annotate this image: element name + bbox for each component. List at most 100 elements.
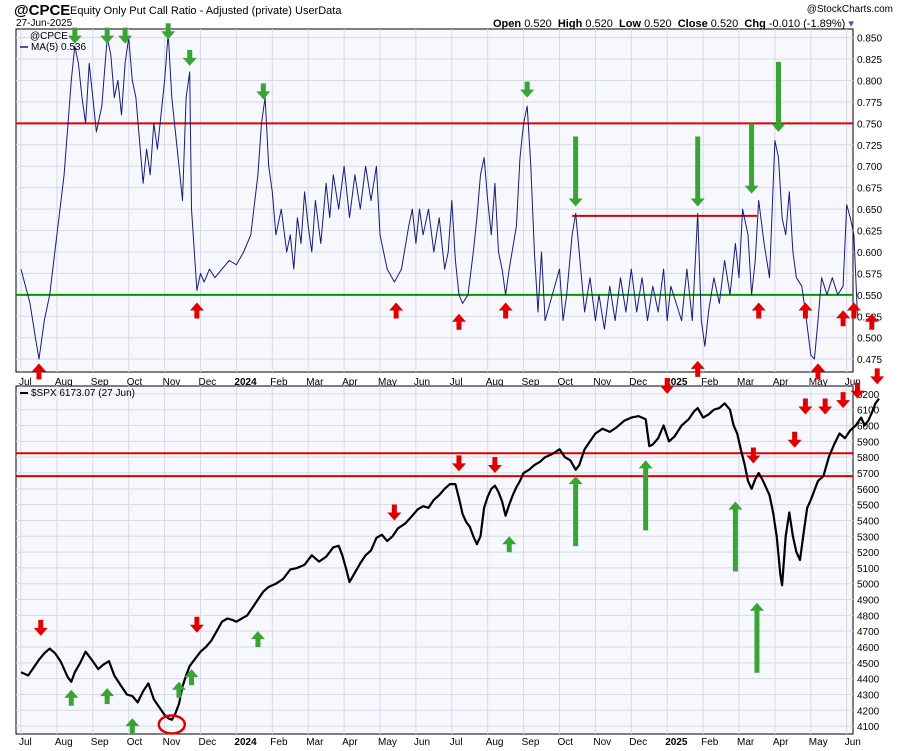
legend-entry: @CPCE — [30, 31, 68, 42]
green-down-arrow — [161, 23, 176, 40]
red-down-arrow — [836, 392, 851, 409]
x-tick-label: 2025 — [665, 377, 688, 388]
red-up-arrow — [836, 310, 851, 327]
red-up-arrow — [864, 313, 879, 330]
y-tick-label: 0.700 — [857, 162, 882, 173]
chg-label: Chg — [744, 18, 766, 30]
chevron-down-icon[interactable]: ▾ — [848, 18, 854, 30]
high-value: 0.520 — [585, 18, 613, 30]
low-value: 0.520 — [644, 18, 672, 30]
y-tick-label: 4800 — [857, 611, 880, 622]
red-down-arrow — [451, 455, 466, 472]
series-line — [20, 398, 880, 721]
green-down-arrow — [771, 61, 786, 132]
red-up-arrow — [31, 363, 46, 380]
y-tick-label: 0.725 — [857, 141, 882, 152]
close-value: 0.520 — [710, 18, 739, 30]
x-tick-label: Sep — [91, 737, 109, 748]
red-down-arrow — [189, 616, 204, 633]
red-up-arrow — [389, 302, 404, 319]
green-up-arrow — [100, 688, 115, 705]
y-tick-label: 0.850 — [857, 34, 882, 45]
y-tick-label: 4300 — [857, 690, 880, 701]
y-tick-label: 0.550 — [857, 291, 882, 302]
x-tick-label: Aug — [486, 377, 504, 388]
y-tick-label: 4500 — [857, 659, 880, 670]
red-up-arrow — [798, 302, 813, 319]
green-up-arrow — [638, 460, 653, 531]
y-tick-label: 0.675 — [857, 184, 882, 195]
x-tick-label: May — [809, 377, 828, 388]
x-tick-label: Jul — [19, 737, 32, 748]
x-tick-label: Oct — [127, 377, 143, 388]
y-tick-label: 6000 — [857, 422, 880, 433]
y-tick-label: 5200 — [857, 548, 880, 559]
x-tick-label: Oct — [558, 737, 574, 748]
x-tick-label: Feb — [270, 737, 288, 748]
chart-description: Equity Only Put Call Ratio - Adjusted (p… — [70, 5, 341, 17]
x-tick-label: May — [378, 737, 397, 748]
y-tick-label: 5400 — [857, 516, 880, 527]
y-tick-label: 5500 — [857, 501, 880, 512]
x-tick-label: Mar — [737, 737, 755, 748]
red-down-arrow — [746, 447, 761, 464]
y-tick-label: 4700 — [857, 627, 880, 638]
green-down-arrow — [256, 83, 271, 100]
panel-spx: 4100 4200 4300 4400 4500 4600 4700 4800 4900 5000… — [15, 368, 885, 748]
y-tick-label: 4600 — [857, 643, 880, 654]
red-down-arrow — [798, 398, 813, 415]
green-up-arrow — [749, 602, 764, 673]
chg-value: -0.010 (-1.89%) — [768, 18, 846, 30]
high-label: High — [557, 18, 583, 30]
green-up-arrow — [502, 536, 517, 553]
low-label: Low — [619, 18, 642, 30]
series-line — [20, 32, 858, 360]
y-tick-label: 0.500 — [857, 334, 882, 345]
green-up-arrow — [64, 689, 79, 706]
green-up-arrow — [250, 631, 265, 648]
x-tick-label: May — [378, 377, 397, 388]
green-up-arrow — [728, 501, 743, 572]
legend-entry: MA(5) 0.536 — [31, 42, 86, 53]
x-tick-label: Apr — [342, 377, 358, 388]
watermark: @StockCharts.com — [806, 4, 893, 15]
y-tick-label: 0.750 — [857, 119, 882, 130]
x-tick-label: Jun — [414, 377, 430, 388]
x-tick-label: Sep — [522, 737, 540, 748]
x-tick-label: Nov — [593, 377, 611, 388]
x-tick-label: Nov — [593, 737, 611, 748]
red-down-arrow — [660, 377, 675, 394]
symbol-title: @CPCE — [14, 2, 71, 19]
green-down-arrow — [100, 27, 115, 44]
x-tick-label: Dec — [199, 377, 217, 388]
red-up-arrow — [751, 302, 766, 319]
panel-cpce: 0.4750.5000.5250.5500.5750.6000.6250.650… — [15, 23, 882, 388]
x-tick-label: Dec — [199, 737, 217, 748]
y-tick-label: 5700 — [857, 469, 880, 480]
y-tick-label: 5100 — [857, 564, 880, 575]
red-up-arrow — [189, 302, 204, 319]
y-tick-label: 0.475 — [857, 355, 882, 366]
x-tick-label: Jun — [845, 737, 861, 748]
y-tick-label: 6100 — [857, 406, 880, 417]
x-tick-label: 2024 — [234, 737, 257, 748]
legend-entry: $SPX 6173.07 (27 Jun) — [31, 388, 135, 399]
red-down-arrow — [387, 504, 402, 521]
close-label: Close — [677, 18, 708, 30]
x-tick-label: Oct — [558, 377, 574, 388]
x-tick-label: Apr — [773, 377, 789, 388]
x-tick-label: Dec — [629, 737, 647, 748]
x-tick-label: Mar — [737, 377, 755, 388]
x-tick-label: 2025 — [665, 737, 688, 748]
y-tick-label: 4400 — [857, 675, 880, 686]
plot-area — [15, 385, 854, 735]
x-tick-label: Apr — [773, 737, 789, 748]
description-text: Equity Only Put Call Ratio - Adjusted (p… — [70, 5, 292, 17]
x-tick-label: Sep — [91, 377, 109, 388]
y-tick-label: 5600 — [857, 485, 880, 496]
green-up-arrow — [184, 669, 199, 686]
x-tick-label: Mar — [306, 377, 324, 388]
y-tick-label: 4200 — [857, 706, 880, 717]
plot-area — [15, 28, 854, 373]
